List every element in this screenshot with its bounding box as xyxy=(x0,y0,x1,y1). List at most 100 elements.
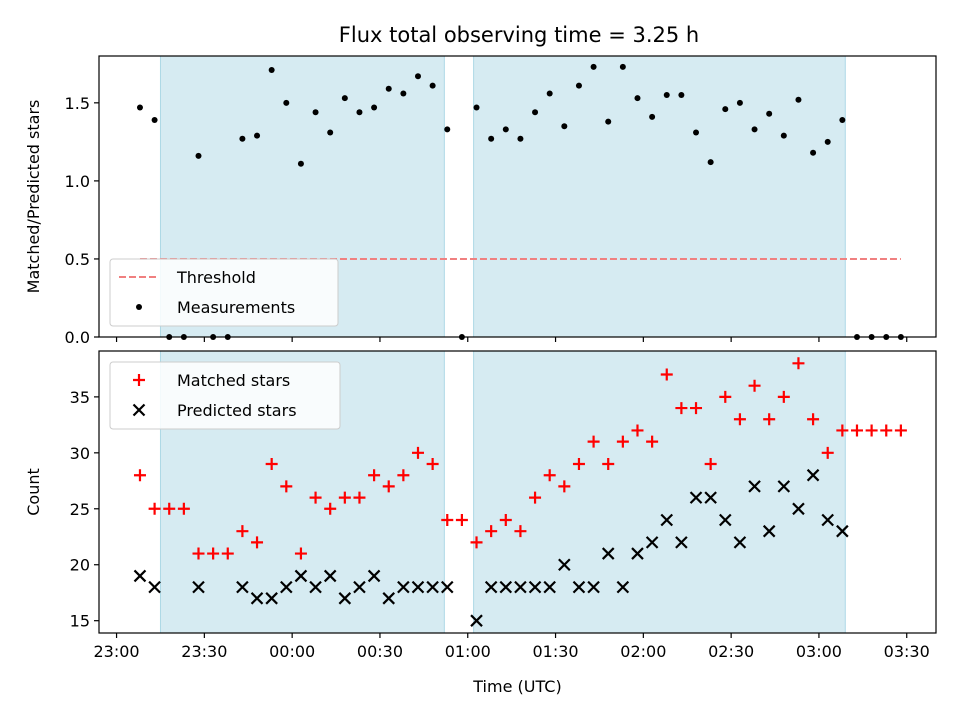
x-tick-label: 00:30 xyxy=(357,642,403,661)
measurement-point xyxy=(619,63,626,70)
matched-star-point xyxy=(309,491,322,504)
measurement-point xyxy=(356,109,363,116)
predicted-star-point xyxy=(675,536,688,549)
predicted-star-point xyxy=(616,580,630,594)
matched-star-point xyxy=(763,413,776,426)
x-tick-label: 23:00 xyxy=(94,642,140,661)
observing-interval xyxy=(473,55,846,338)
measurement-point xyxy=(429,82,436,89)
predicted-star-point xyxy=(689,491,703,504)
matched-star-point xyxy=(441,513,454,526)
y-tick-label: 1.5 xyxy=(65,94,90,113)
x-tick-label: 23:30 xyxy=(181,642,227,661)
y-tick-label: 1.0 xyxy=(65,172,90,191)
measurement-point xyxy=(414,73,421,80)
measurement-point xyxy=(751,126,758,133)
measurement-point xyxy=(693,129,700,136)
matched-star-point xyxy=(485,525,498,538)
matched-star-point xyxy=(646,435,659,448)
matched-star-point xyxy=(426,458,439,471)
predicted-star-point xyxy=(645,536,659,549)
measurement-point xyxy=(341,95,348,102)
matched-star-point xyxy=(294,547,307,560)
measurement-point xyxy=(371,104,378,111)
matched-star-point xyxy=(265,458,278,471)
matched-star-point xyxy=(382,480,395,493)
measurement-point xyxy=(649,113,656,120)
measurement-point xyxy=(473,104,480,111)
matched-star-point xyxy=(777,390,790,403)
matched-star-point xyxy=(602,458,615,471)
matched-star-point xyxy=(821,446,834,459)
x-tick-label: 01:00 xyxy=(445,642,491,661)
matched-star-point xyxy=(163,502,176,515)
predicted-star-point xyxy=(484,580,498,594)
measurement-point xyxy=(268,67,275,74)
predicted-star-point xyxy=(558,558,571,572)
matched-star-point xyxy=(543,469,556,482)
legend-predicted-swatch xyxy=(132,403,146,417)
matched-star-point xyxy=(280,480,293,493)
matched-star-point xyxy=(558,480,571,493)
legend-box xyxy=(109,258,339,327)
predicted-star-point xyxy=(265,592,278,605)
y-tick-label: 20 xyxy=(70,556,90,575)
predicted-star-point xyxy=(748,480,761,493)
matched-star-point xyxy=(836,424,849,437)
matched-star-point xyxy=(719,390,732,403)
predicted-star-point xyxy=(353,580,366,594)
matched-star-point xyxy=(470,536,483,549)
measurement-point xyxy=(488,135,495,142)
matched-star-point xyxy=(221,547,234,560)
measurement-point xyxy=(561,123,568,130)
measurement-point xyxy=(239,135,246,142)
measurement-point xyxy=(795,96,802,103)
predicted-star-point xyxy=(660,513,674,527)
predicted-star-point xyxy=(572,580,586,594)
predicted-star-point xyxy=(528,580,542,594)
matched-star-point xyxy=(675,402,688,415)
measurement-point xyxy=(824,138,831,145)
predicted-star-point xyxy=(338,592,352,605)
measurement-point xyxy=(327,129,334,136)
predicted-star-point xyxy=(543,580,556,594)
measurement-point xyxy=(385,85,392,92)
axes-frame xyxy=(98,350,937,634)
predicted-star-point xyxy=(836,524,849,538)
matched-star-point xyxy=(616,435,629,448)
predicted-star-point xyxy=(601,547,615,560)
matched-star-point xyxy=(368,469,381,482)
x-tick-label: 03:30 xyxy=(884,642,930,661)
legend-matched-swatch xyxy=(133,374,145,386)
predicted-star-point xyxy=(704,491,717,504)
measurement-point xyxy=(605,118,612,125)
x-tick-label: 00:00 xyxy=(269,642,315,661)
measurement-point xyxy=(444,126,451,133)
matched-star-point xyxy=(338,491,351,504)
matched-star-point xyxy=(572,458,585,471)
matched-star-point xyxy=(148,502,161,515)
predicted-star-point xyxy=(250,592,264,605)
predicted-star-point xyxy=(631,547,644,560)
measurement-point xyxy=(575,82,582,89)
predicted-star-point xyxy=(309,580,322,594)
axes-frame xyxy=(98,55,937,338)
measurement-point xyxy=(810,149,817,156)
matched-star-point xyxy=(807,413,820,426)
predicted-star-point xyxy=(719,513,732,527)
y-axis-label: Count xyxy=(24,468,43,516)
matched-star-point xyxy=(411,446,424,459)
matched-star-point xyxy=(236,525,249,538)
matched-star-point xyxy=(499,513,512,526)
predicted-star-point xyxy=(397,580,410,594)
predicted-star-point xyxy=(499,580,513,594)
measurement-point xyxy=(195,152,202,159)
measurement-point xyxy=(532,109,539,116)
x-tick-label: 03:00 xyxy=(796,642,842,661)
matched-star-point xyxy=(660,368,673,381)
matched-star-point xyxy=(704,458,717,471)
matched-star-point xyxy=(529,491,542,504)
y-tick-label: 30 xyxy=(70,444,90,463)
legend-measurement-swatch xyxy=(136,304,142,310)
predicted-star-point xyxy=(762,524,776,538)
